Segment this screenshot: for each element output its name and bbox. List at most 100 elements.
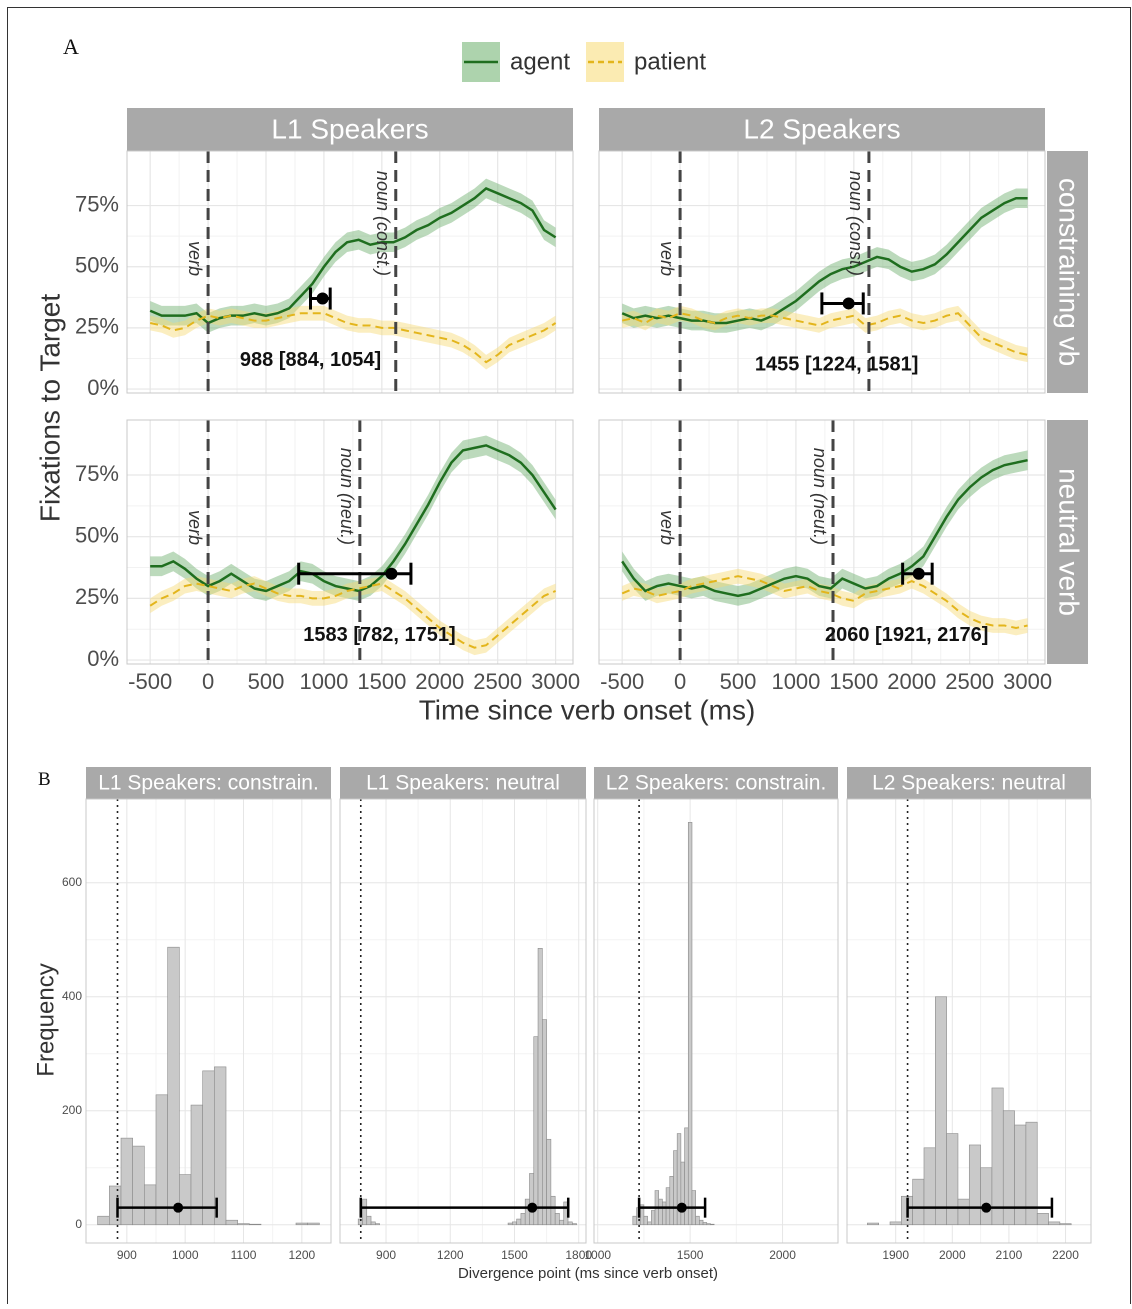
facet-title: L1 Speakers: constrain. bbox=[98, 772, 319, 795]
y-tick-label: 0 bbox=[75, 1217, 82, 1231]
series-line bbox=[149, 582, 557, 649]
histogram-bar bbox=[533, 1036, 539, 1226]
x-tick-label: 1000 bbox=[172, 1248, 199, 1262]
facet-strip bbox=[127, 108, 573, 151]
event-label: verb bbox=[185, 510, 205, 545]
y-tick-label: 50% bbox=[75, 523, 119, 548]
plot-border bbox=[846, 798, 1092, 1244]
panel-label: B bbox=[38, 769, 51, 790]
x-tick-label: 0 bbox=[674, 669, 686, 694]
histogram-bar bbox=[375, 1223, 380, 1226]
confidence-ribbon bbox=[622, 188, 1028, 333]
x-tick-label: 1000 bbox=[771, 669, 820, 694]
x-tick-label: 2000 bbox=[939, 1248, 966, 1262]
x-tick-label: 1500 bbox=[677, 1248, 704, 1262]
estimate-point bbox=[912, 567, 925, 580]
x-tick-label: 2000 bbox=[769, 1248, 796, 1262]
histogram-bar bbox=[537, 948, 543, 1226]
confidence-ribbon bbox=[150, 576, 556, 656]
histogram-bar bbox=[699, 1219, 704, 1226]
series-line bbox=[621, 575, 1028, 630]
histogram-bar bbox=[702, 1222, 708, 1226]
plot-background bbox=[127, 151, 573, 393]
y-tick-label: 25% bbox=[75, 584, 119, 609]
x-tick-label: 1500 bbox=[501, 1248, 528, 1262]
histogram-bar bbox=[687, 822, 693, 1226]
histogram-bar bbox=[651, 1210, 656, 1226]
event-label: verb bbox=[657, 241, 677, 276]
facet-strip bbox=[1047, 420, 1088, 664]
x-tick-label: 1200 bbox=[437, 1248, 464, 1262]
histogram-bar bbox=[524, 1198, 530, 1226]
plot-background bbox=[594, 799, 838, 1243]
y-axis-title: Frequency bbox=[32, 963, 59, 1076]
histogram-bar bbox=[109, 1185, 122, 1226]
histogram-bar bbox=[968, 1144, 981, 1226]
confidence-ribbon bbox=[150, 305, 556, 370]
histogram-bar bbox=[706, 1223, 711, 1226]
y-tick-label: 0% bbox=[87, 646, 119, 671]
plot-border bbox=[126, 150, 574, 394]
x-tick-label: -500 bbox=[600, 669, 644, 694]
histogram-bar bbox=[516, 1218, 522, 1226]
histogram-bar bbox=[1036, 1213, 1049, 1226]
plot-border bbox=[126, 419, 574, 665]
histogram-bar bbox=[957, 1198, 970, 1226]
series-line bbox=[149, 312, 557, 364]
histogram-bar bbox=[935, 996, 947, 1226]
series-line bbox=[149, 186, 557, 325]
plot-background bbox=[599, 420, 1045, 664]
histogram-bar bbox=[507, 1222, 513, 1226]
x-tick-label: 2000 bbox=[415, 669, 464, 694]
event-label: noun (neut.) bbox=[810, 448, 830, 545]
x-tick-label: 900 bbox=[376, 1248, 396, 1262]
x-tick-label: 2000 bbox=[887, 669, 936, 694]
event-label: verb bbox=[657, 510, 677, 545]
event-label: noun (const.) bbox=[373, 171, 393, 276]
y-tick-label: 25% bbox=[75, 314, 119, 339]
histogram-bar bbox=[658, 1198, 663, 1226]
x-tick-label: -500 bbox=[128, 669, 172, 694]
histogram-bar bbox=[546, 1138, 552, 1226]
histogram-bar bbox=[647, 1221, 652, 1226]
x-tick-label: 2200 bbox=[1052, 1248, 1079, 1262]
histogram-bar bbox=[550, 1195, 556, 1226]
plot-border bbox=[598, 419, 1046, 665]
x-tick-label: 500 bbox=[248, 669, 285, 694]
y-tick-label: 75% bbox=[75, 461, 119, 486]
estimate-label: 2060 [1921, 2176] bbox=[825, 624, 988, 646]
facet-strip bbox=[340, 767, 586, 799]
histogram-bar bbox=[946, 1133, 959, 1226]
histogram-bar bbox=[370, 1221, 376, 1226]
panel-label: A bbox=[63, 34, 79, 59]
estimate-point bbox=[981, 1202, 992, 1213]
histogram-bar bbox=[520, 1213, 526, 1226]
facet-strip bbox=[1047, 151, 1088, 393]
histogram-bar bbox=[97, 1215, 110, 1226]
histogram-bar bbox=[202, 1070, 215, 1226]
plot-border bbox=[339, 798, 587, 1244]
plot-background bbox=[599, 151, 1045, 393]
y-tick-label: 75% bbox=[75, 191, 119, 216]
histogram-bar bbox=[673, 1150, 678, 1226]
histogram-bar bbox=[155, 1094, 168, 1226]
plot-border bbox=[598, 150, 1046, 394]
y-tick-label: 200 bbox=[62, 1103, 82, 1117]
histogram-bar bbox=[542, 1019, 547, 1226]
facet-title: constraining vb bbox=[1054, 178, 1085, 366]
estimate-point bbox=[676, 1202, 687, 1213]
histogram-bar bbox=[1048, 1221, 1061, 1226]
histogram-bar bbox=[295, 1222, 308, 1226]
x-axis-title: Time since verb onset (ms) bbox=[419, 694, 756, 725]
confidence-ribbon bbox=[150, 435, 556, 601]
estimate-point bbox=[173, 1202, 184, 1213]
histogram-bar bbox=[710, 1223, 715, 1226]
histogram-bar bbox=[179, 1174, 192, 1226]
histogram-bar bbox=[120, 1137, 133, 1226]
plot-border bbox=[593, 798, 839, 1244]
histogram-bar bbox=[1014, 1124, 1027, 1226]
estimate-label: 988 [884, 1054] bbox=[240, 349, 381, 371]
estimate-label: 1455 [1224, 1581] bbox=[755, 354, 918, 376]
confidence-ribbon bbox=[150, 178, 556, 333]
